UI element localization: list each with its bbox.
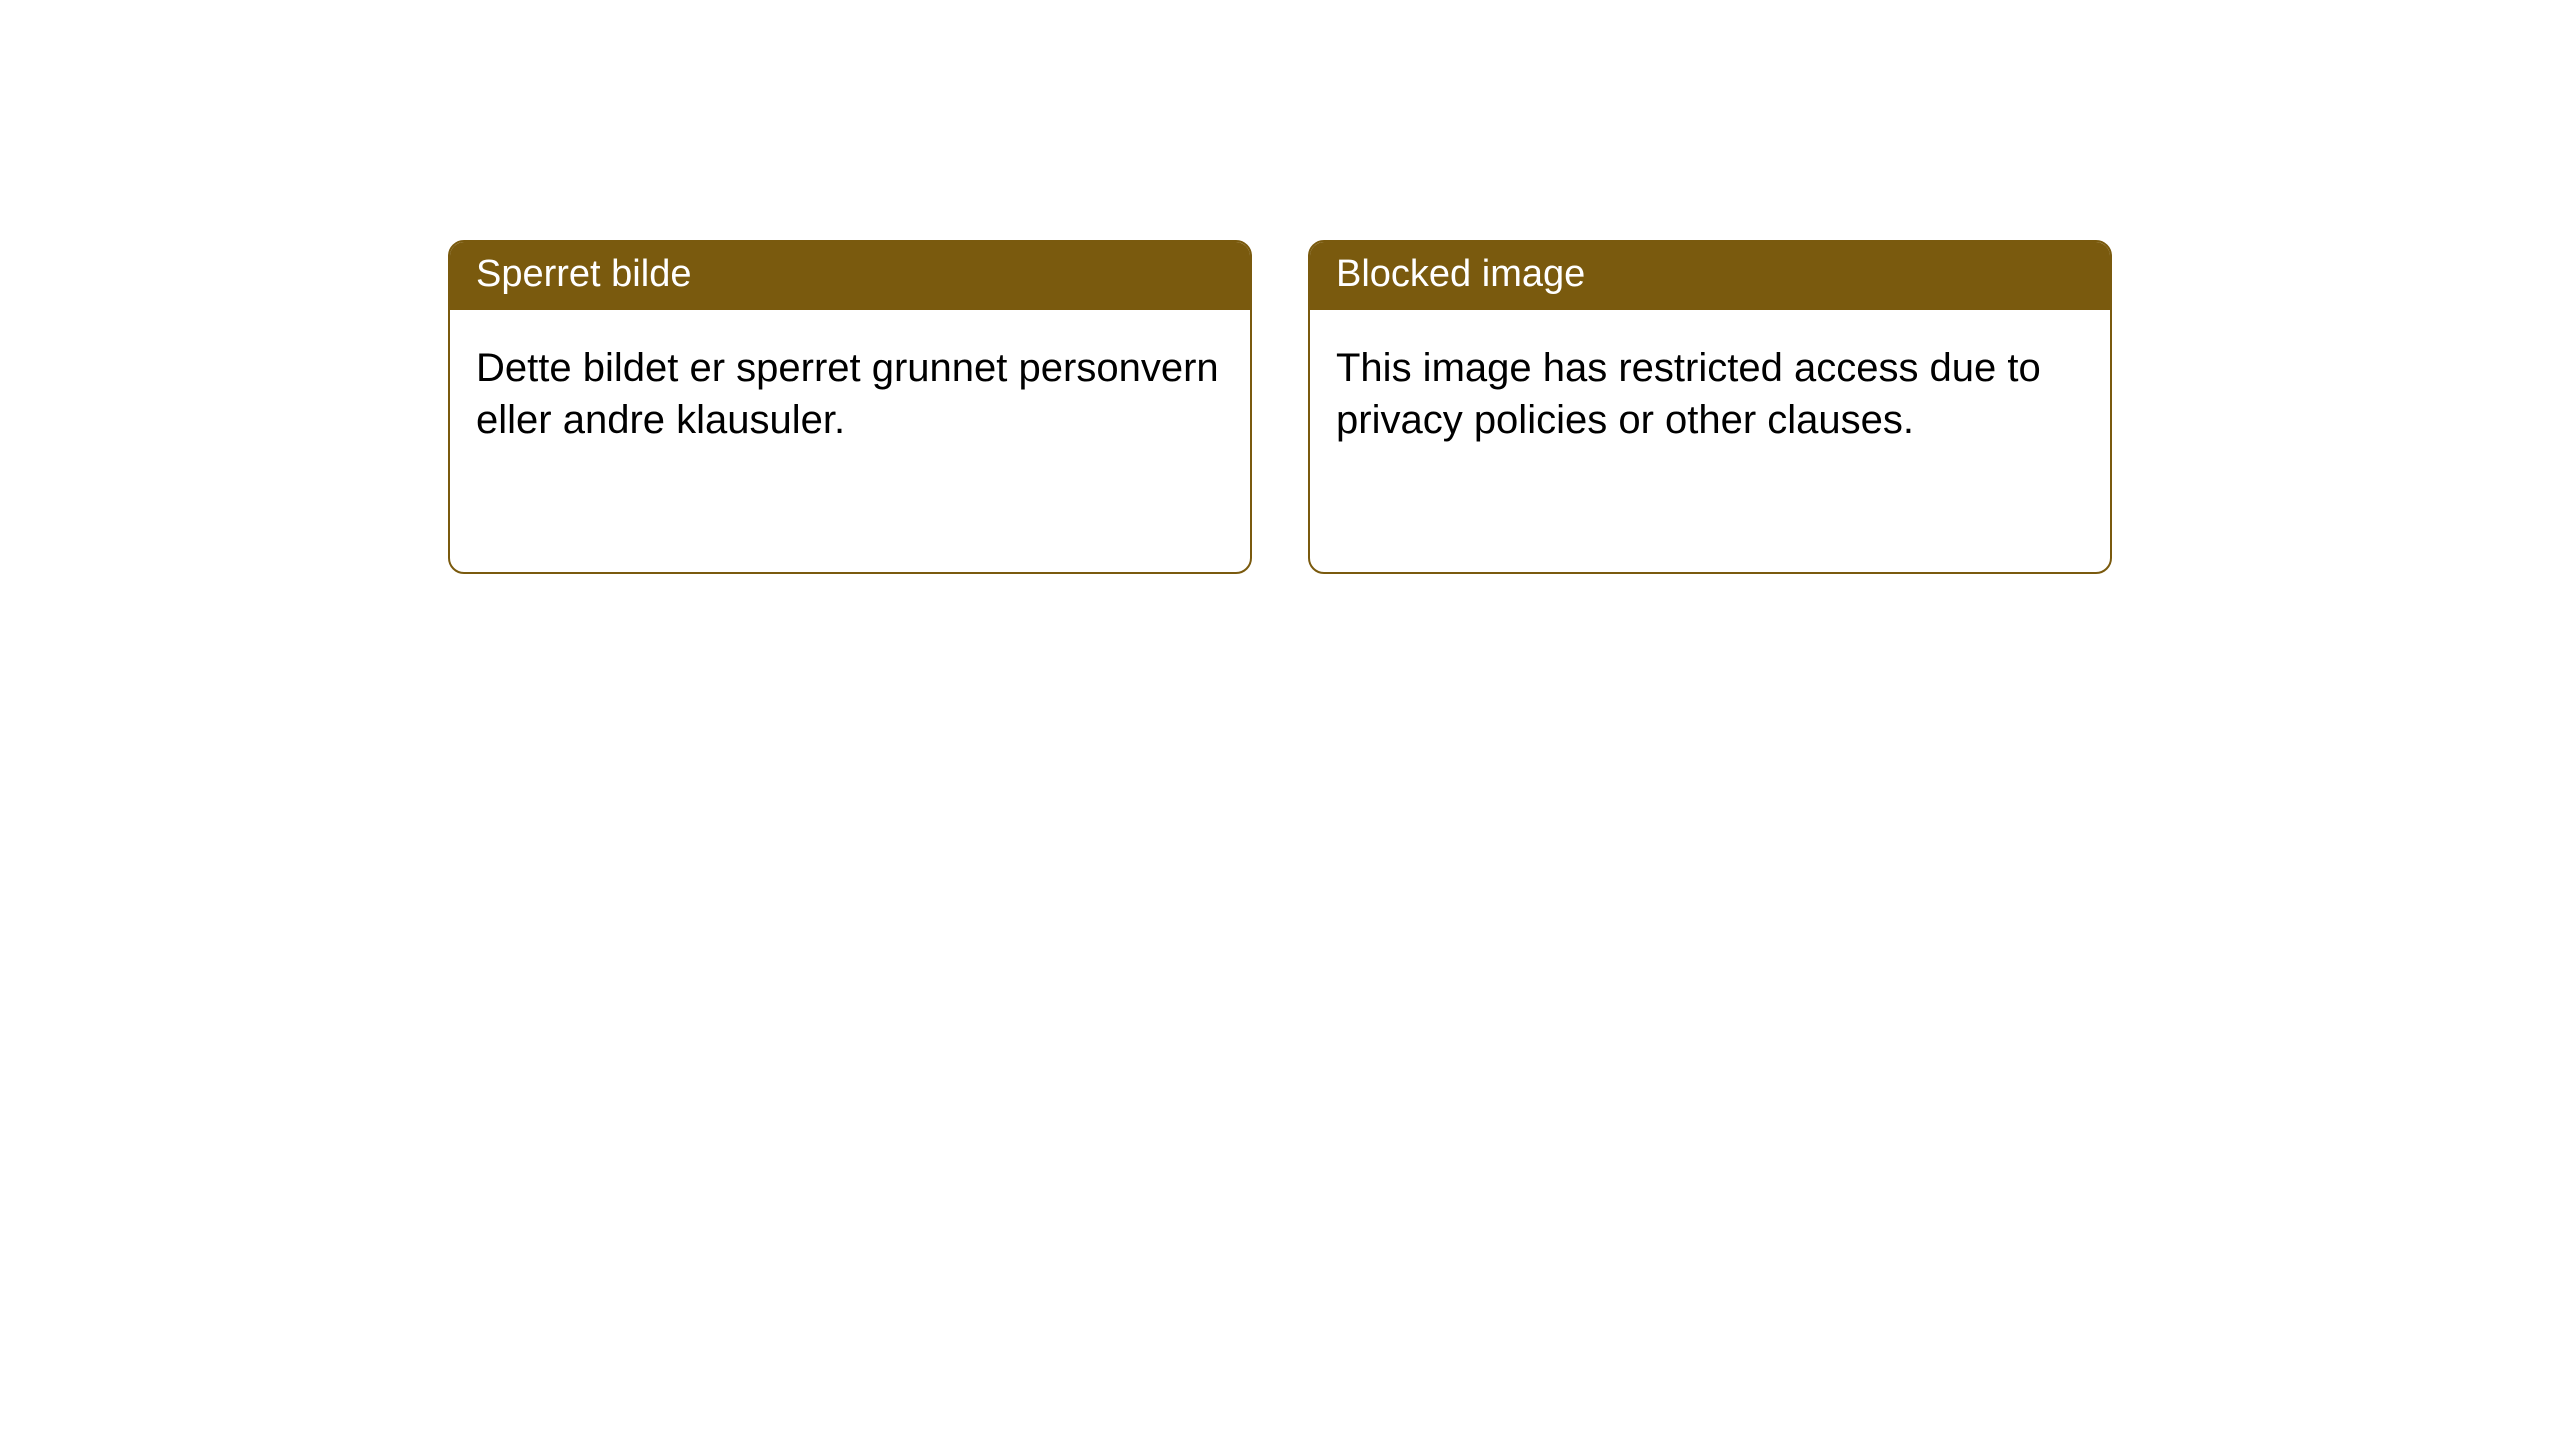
card-header: Blocked image	[1310, 242, 2110, 310]
card-body: This image has restricted access due to …	[1310, 310, 2110, 478]
card-header: Sperret bilde	[450, 242, 1250, 310]
blocked-image-card-no: Sperret bilde Dette bildet er sperret gr…	[448, 240, 1252, 574]
blocked-image-card-en: Blocked image This image has restricted …	[1308, 240, 2112, 574]
card-container: Sperret bilde Dette bildet er sperret gr…	[0, 0, 2560, 574]
card-body: Dette bildet er sperret grunnet personve…	[450, 310, 1250, 478]
